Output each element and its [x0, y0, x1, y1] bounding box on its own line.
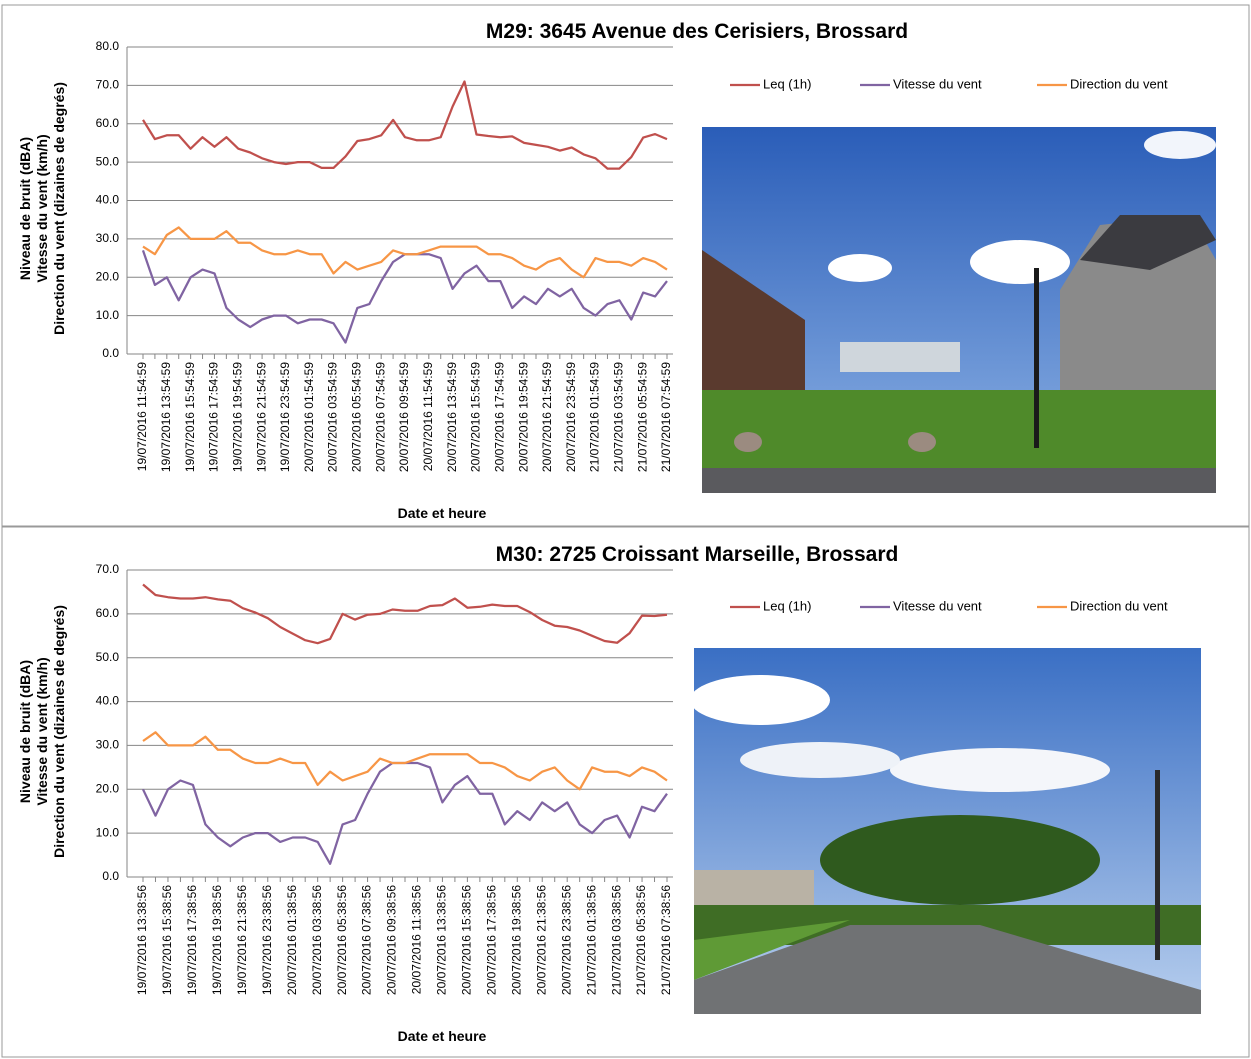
series-line	[143, 732, 667, 789]
x-tick-label: 20/07/2016 03:38:56	[310, 885, 324, 995]
x-tick-label: 19/07/2016 21:54:59	[254, 362, 268, 472]
x-tick-label: 19/07/2016 23:38:56	[260, 885, 274, 995]
x-tick-label: 19/07/2016 21:38:56	[235, 885, 249, 995]
x-tick-label: 20/07/2016 07:38:56	[360, 885, 374, 995]
x-tick-label: 20/07/2016 01:38:56	[285, 885, 299, 995]
y-tick-label: 10.0	[96, 308, 120, 322]
x-tick-label: 20/07/2016 11:54:59	[421, 362, 435, 472]
y-tick-label: 70.0	[96, 562, 120, 576]
x-tick-label: 20/07/2016 13:38:56	[435, 885, 449, 995]
x-tick-label: 19/07/2016 19:38:56	[210, 885, 224, 995]
x-tick-label: 20/07/2016 07:54:59	[373, 362, 387, 472]
x-tick-label: 19/07/2016 11:54:59	[135, 362, 149, 472]
x-tick-label: 20/07/2016 17:38:56	[485, 885, 499, 995]
chart-title: M29: 3645 Avenue des Cerisiers, Brossard	[486, 20, 908, 43]
y-tick-label: 60.0	[96, 116, 120, 130]
y-tick-label: 80.0	[96, 39, 120, 53]
x-tick-label: 19/07/2016 17:38:56	[185, 885, 199, 995]
x-tick-label: 21/07/2016 01:38:56	[584, 885, 598, 995]
x-tick-label: 19/07/2016 17:54:59	[207, 362, 221, 472]
y-axis-title: Direction du vent (dizaines de degrés)	[51, 605, 67, 858]
x-tick-label: 20/07/2016 21:38:56	[534, 885, 548, 995]
photo	[702, 127, 1216, 493]
y-tick-label: 30.0	[96, 738, 120, 752]
chart-title: M30: 2725 Croissant Marseille, Brossard	[496, 543, 899, 566]
x-tick-label: 20/07/2016 23:54:59	[564, 362, 578, 472]
x-tick-label: 20/07/2016 15:54:59	[469, 362, 483, 472]
y-tick-label: 50.0	[96, 154, 120, 168]
x-tick-label: 20/07/2016 23:38:56	[559, 885, 573, 995]
x-tick-label: 19/07/2016 15:38:56	[160, 885, 174, 995]
legend-label: Leq (1h)	[763, 598, 811, 613]
x-tick-label: 20/07/2016 15:38:56	[460, 885, 474, 995]
x-tick-label: 20/07/2016 05:54:59	[350, 362, 364, 472]
y-tick-label: 20.0	[96, 269, 120, 283]
x-tick-label: 20/07/2016 11:38:56	[410, 885, 424, 995]
x-tick-label: 21/07/2016 05:54:59	[635, 362, 649, 472]
y-tick-label: 60.0	[96, 606, 120, 620]
y-axis-title: Direction du vent (dizaines de degrés)	[51, 82, 67, 335]
y-axis-title: Niveau de bruit (dBA)	[17, 137, 33, 280]
x-axis-title: Date et heure	[398, 505, 487, 521]
x-tick-label: 21/07/2016 07:54:59	[659, 362, 673, 472]
x-tick-label: 20/07/2016 01:54:59	[302, 362, 316, 472]
series-line	[143, 250, 667, 342]
photo	[690, 648, 1201, 1014]
legend-label: Vitesse du vent	[893, 76, 982, 91]
x-tick-label: 20/07/2016 05:38:56	[335, 885, 349, 995]
x-tick-label: 21/07/2016 05:38:56	[634, 885, 648, 995]
legend-label: Vitesse du vent	[893, 598, 982, 613]
series-line	[143, 227, 667, 277]
x-tick-label: 19/07/2016 23:54:59	[278, 362, 292, 472]
page: M29: 3645 Avenue des Cerisiers, Brossard…	[0, 0, 1251, 1059]
x-tick-label: 20/07/2016 21:54:59	[540, 362, 554, 472]
x-tick-label: 20/07/2016 09:54:59	[397, 362, 411, 472]
y-axis-title: Niveau de bruit (dBA)	[17, 660, 33, 803]
x-tick-label: 21/07/2016 03:54:59	[612, 362, 626, 472]
x-tick-label: 19/07/2016 13:54:59	[159, 362, 173, 472]
x-tick-label: 20/07/2016 19:54:59	[516, 362, 530, 472]
legend-label: Leq (1h)	[763, 76, 811, 91]
x-tick-label: 20/07/2016 17:54:59	[492, 362, 506, 472]
x-axis-title: Date et heure	[398, 1028, 487, 1044]
legend-label: Direction du vent	[1070, 598, 1168, 613]
x-tick-label: 20/07/2016 03:54:59	[326, 362, 340, 472]
y-tick-label: 40.0	[96, 694, 120, 708]
x-tick-label: 21/07/2016 07:38:56	[659, 885, 673, 995]
x-tick-label: 19/07/2016 13:38:56	[135, 885, 149, 995]
y-axis-title: Vitesse du vent (km/h)	[34, 657, 50, 805]
x-tick-label: 21/07/2016 03:38:56	[609, 885, 623, 995]
y-tick-label: 30.0	[96, 231, 120, 245]
series-line	[143, 82, 667, 169]
y-tick-label: 40.0	[96, 193, 120, 207]
y-tick-label: 50.0	[96, 650, 120, 664]
x-tick-label: 19/07/2016 19:54:59	[230, 362, 244, 472]
series-line	[143, 763, 667, 864]
y-tick-label: 0.0	[102, 346, 119, 360]
x-tick-label: 20/07/2016 13:54:59	[445, 362, 459, 472]
x-tick-label: 20/07/2016 19:38:56	[509, 885, 523, 995]
y-tick-label: 20.0	[96, 781, 120, 795]
x-tick-label: 21/07/2016 01:54:59	[588, 362, 602, 472]
legend-label: Direction du vent	[1070, 76, 1168, 91]
y-tick-label: 70.0	[96, 78, 120, 92]
y-tick-label: 10.0	[96, 825, 120, 839]
x-tick-label: 19/07/2016 15:54:59	[183, 362, 197, 472]
y-axis-title: Vitesse du vent (km/h)	[34, 134, 50, 282]
x-tick-label: 20/07/2016 09:38:56	[385, 885, 399, 995]
y-tick-label: 0.0	[102, 869, 119, 883]
